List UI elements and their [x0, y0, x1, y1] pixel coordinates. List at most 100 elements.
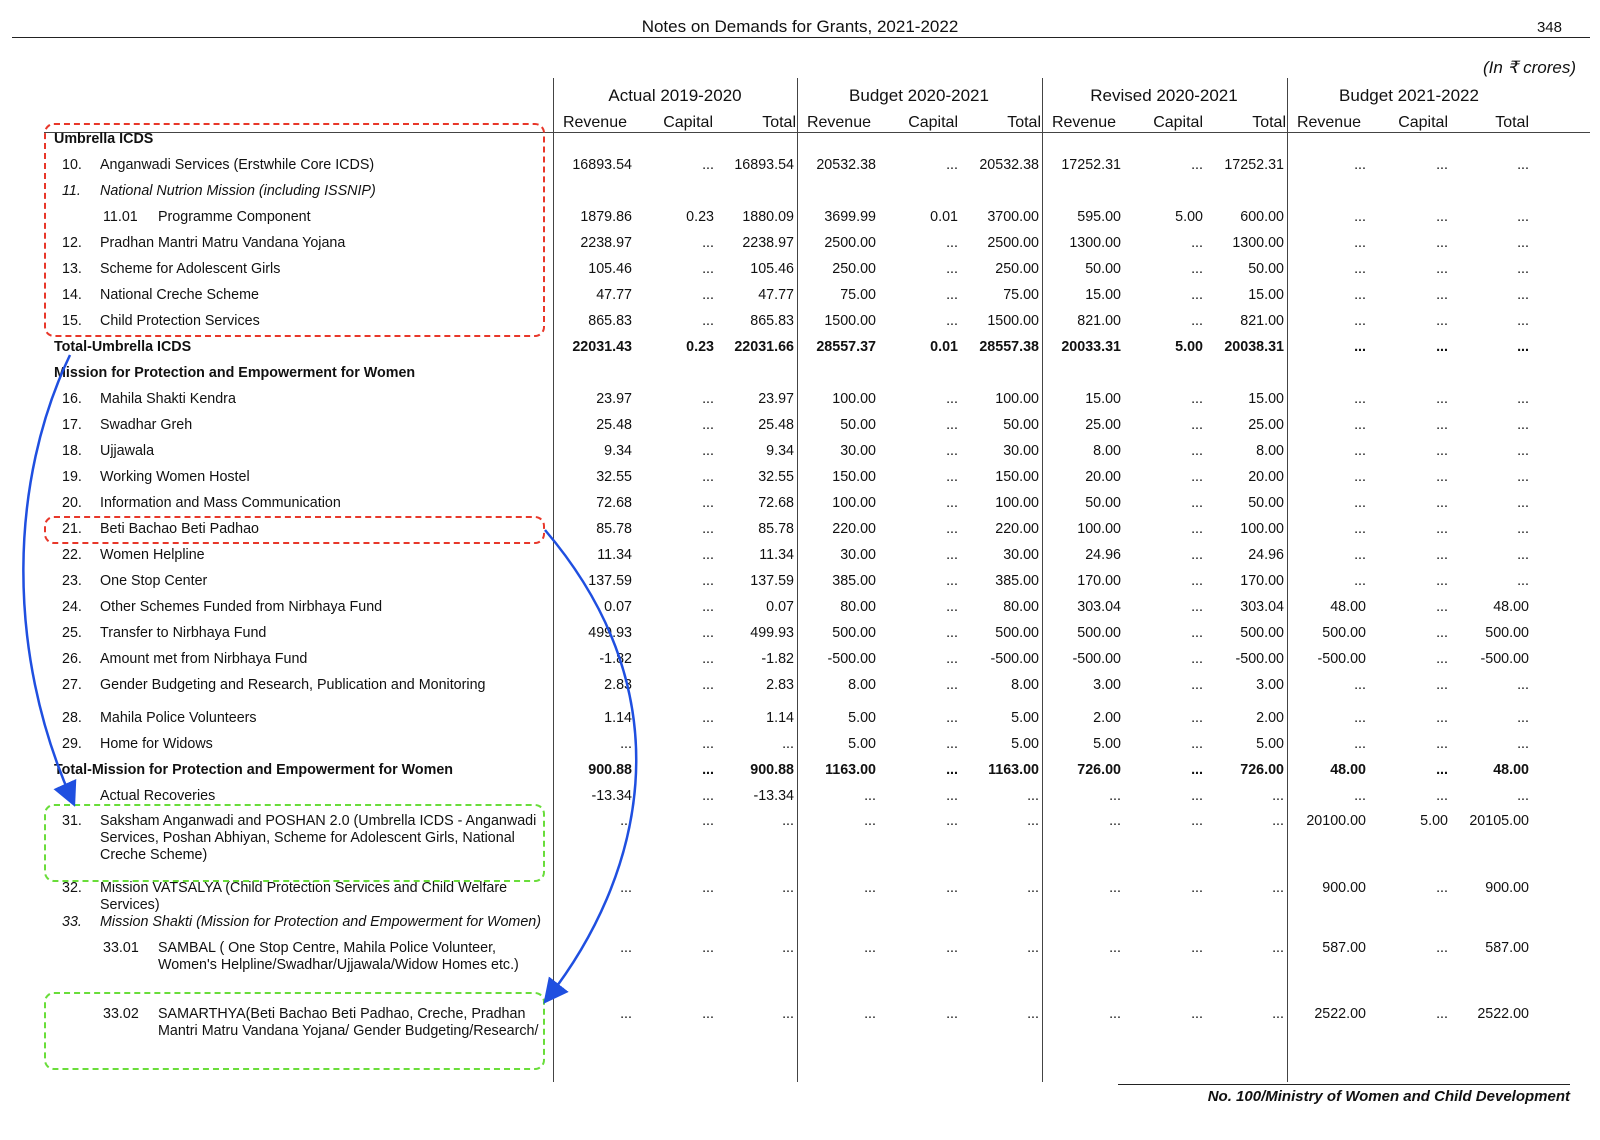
value-cell: ...	[1191, 736, 1203, 752]
value-cell: ...	[1191, 710, 1203, 726]
row-number: 24.	[62, 599, 82, 615]
value-cell: ...	[1027, 813, 1039, 829]
table-row: 16. Mahila Shakti Kendra 23.97... 23.97 100.…	[0, 391, 1600, 417]
value-cell: ...	[1517, 209, 1529, 225]
value-cell: ...	[782, 880, 794, 896]
value-cell: 23.97	[596, 391, 632, 407]
value-cell: ...	[1191, 880, 1203, 896]
value-cell: ...	[1354, 417, 1366, 433]
value-cell: ...	[1354, 521, 1366, 537]
value-cell: 0.01	[930, 339, 958, 355]
table-row: 11.01 Programme Component 1879.86 0.23 1880.…	[0, 209, 1600, 235]
value-cell: 28557.37	[816, 339, 876, 355]
row-number: 25.	[62, 625, 82, 641]
value-cell: ...	[1436, 417, 1448, 433]
value-cell: ...	[1436, 443, 1448, 459]
value-cell: ...	[946, 469, 958, 485]
arrow-umbrella-to-saksham	[22, 354, 77, 807]
row-label: Programme Component	[158, 209, 311, 225]
annotation-box-samarthya	[44, 992, 545, 1070]
value-cell: ...	[1517, 339, 1529, 355]
value-cell: -13.34	[591, 788, 632, 804]
value-cell: 726.00	[1077, 762, 1121, 778]
value-cell: 1.14	[766, 710, 794, 726]
value-cell: ...	[1354, 313, 1366, 329]
value-cell: ...	[702, 157, 714, 173]
value-cell: ...	[946, 762, 958, 778]
value-cell: 137.59	[750, 573, 794, 589]
value-cell: ...	[1191, 625, 1203, 641]
value-cell: 0.23	[686, 209, 714, 225]
value-cell: ...	[1109, 788, 1121, 804]
value-cell: ...	[1517, 495, 1529, 511]
value-cell: 20033.31	[1061, 339, 1121, 355]
column-divider	[553, 78, 554, 1082]
row-label: SAMBAL ( One Stop Centre, Mahila Police …	[158, 940, 519, 973]
value-cell: ...	[1191, 788, 1203, 804]
value-cell: ...	[946, 417, 958, 433]
sub-header-capital: Capital	[908, 114, 958, 131]
value-cell: 2522.00	[1314, 1006, 1366, 1022]
value-cell: 250.00	[832, 261, 876, 277]
value-cell: -500.00	[1072, 651, 1122, 667]
value-cell: ...	[1517, 443, 1529, 459]
value-cell: ...	[702, 651, 714, 667]
value-cell: 25.00	[1085, 417, 1121, 433]
value-cell: -13.34	[753, 788, 794, 804]
sub-header-revenue: Revenue	[1051, 114, 1116, 131]
value-cell: ...	[702, 261, 714, 277]
table-row: Actual Recoveries -13.34... -13.34........…	[0, 788, 1600, 814]
value-cell: ...	[1436, 599, 1448, 615]
value-cell: 500.00	[1485, 625, 1529, 641]
row-number: 18.	[62, 443, 82, 459]
value-cell: ...	[702, 521, 714, 537]
table-row: 22. Women Helpline 11.34... 11.34 30.00... 30…	[0, 547, 1600, 573]
value-cell: ...	[1517, 469, 1529, 485]
row-label: National Creche Scheme	[100, 287, 259, 303]
value-cell: 2.83	[766, 677, 794, 693]
column-group-budget-2021-2022: Budget 2021-2022	[1339, 86, 1479, 105]
row-number: 19.	[62, 469, 82, 485]
value-cell: 15.00	[1085, 287, 1121, 303]
value-cell: 50.00	[1248, 495, 1284, 511]
value-cell: 2238.97	[742, 235, 794, 251]
value-cell: 50.00	[1003, 417, 1039, 433]
value-cell: 303.04	[1240, 599, 1284, 615]
row-label: Working Women Hostel	[100, 469, 250, 485]
value-cell: 15.00	[1085, 391, 1121, 407]
value-cell: 1500.00	[987, 313, 1039, 329]
row-label: Actual Recoveries	[100, 788, 216, 804]
value-cell: ...	[1517, 710, 1529, 726]
row-label: Anganwadi Services (Erstwhile Core ICDS)	[100, 157, 375, 173]
value-cell: 900.00	[1322, 880, 1366, 896]
value-cell: 385.00	[995, 573, 1039, 589]
value-cell: 30.00	[840, 547, 876, 563]
value-cell: ...	[946, 547, 958, 563]
value-cell: 0.01	[930, 209, 958, 225]
value-cell: ...	[620, 736, 632, 752]
value-cell: ...	[702, 880, 714, 896]
value-cell: 500.00	[1077, 625, 1121, 641]
sub-header-capital: Capital	[663, 114, 713, 131]
value-cell: ...	[864, 813, 876, 829]
value-cell: 20532.38	[979, 157, 1039, 173]
value-cell: 30.00	[840, 443, 876, 459]
value-cell: ...	[1109, 813, 1121, 829]
value-cell: ...	[1354, 235, 1366, 251]
value-cell: ...	[1517, 788, 1529, 804]
value-cell: ...	[1272, 788, 1284, 804]
value-cell: ...	[1436, 235, 1448, 251]
value-cell: ...	[1354, 736, 1366, 752]
value-cell: -500.00	[1317, 651, 1367, 667]
value-cell: 3699.99	[824, 209, 876, 225]
value-cell: ...	[1191, 940, 1203, 956]
value-cell: ...	[1191, 521, 1203, 537]
row-number: 21.	[62, 521, 82, 537]
value-cell: 220.00	[832, 521, 876, 537]
value-cell: ...	[1191, 157, 1203, 173]
value-cell: ...	[1272, 813, 1284, 829]
sub-header-revenue: Revenue	[562, 114, 627, 131]
value-cell: ...	[1354, 469, 1366, 485]
value-cell: 100.00	[832, 495, 876, 511]
value-cell: -1.82	[599, 651, 632, 667]
